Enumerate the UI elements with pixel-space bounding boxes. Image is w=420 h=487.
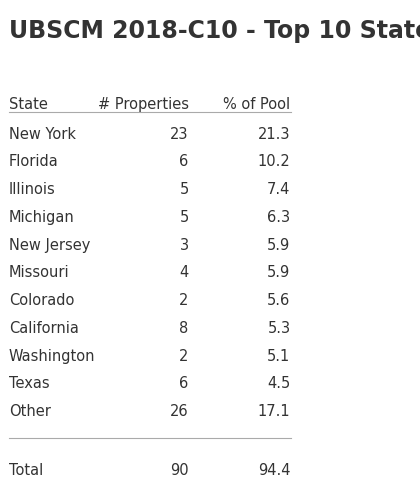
Text: 5.6: 5.6 bbox=[267, 293, 291, 308]
Text: 2: 2 bbox=[179, 349, 189, 364]
Text: 26: 26 bbox=[170, 404, 189, 419]
Text: Texas: Texas bbox=[9, 376, 50, 392]
Text: 17.1: 17.1 bbox=[258, 404, 291, 419]
Text: Michigan: Michigan bbox=[9, 210, 75, 225]
Text: 94.4: 94.4 bbox=[258, 463, 291, 478]
Text: 8: 8 bbox=[179, 321, 189, 336]
Text: 3: 3 bbox=[180, 238, 189, 253]
Text: Washington: Washington bbox=[9, 349, 95, 364]
Text: 23: 23 bbox=[170, 127, 189, 142]
Text: 6: 6 bbox=[179, 154, 189, 169]
Text: Colorado: Colorado bbox=[9, 293, 74, 308]
Text: 5: 5 bbox=[179, 210, 189, 225]
Text: 4.5: 4.5 bbox=[267, 376, 291, 392]
Text: 5.9: 5.9 bbox=[267, 265, 291, 281]
Text: 2: 2 bbox=[179, 293, 189, 308]
Text: 5.3: 5.3 bbox=[268, 321, 291, 336]
Text: UBSCM 2018-C10 - Top 10 States: UBSCM 2018-C10 - Top 10 States bbox=[9, 19, 420, 43]
Text: 6.3: 6.3 bbox=[268, 210, 291, 225]
Text: Illinois: Illinois bbox=[9, 182, 56, 197]
Text: 6: 6 bbox=[179, 376, 189, 392]
Text: New York: New York bbox=[9, 127, 76, 142]
Text: 21.3: 21.3 bbox=[258, 127, 291, 142]
Text: % of Pool: % of Pool bbox=[223, 97, 291, 112]
Text: 10.2: 10.2 bbox=[258, 154, 291, 169]
Text: 5.1: 5.1 bbox=[267, 349, 291, 364]
Text: Total: Total bbox=[9, 463, 43, 478]
Text: Missouri: Missouri bbox=[9, 265, 70, 281]
Text: Other: Other bbox=[9, 404, 51, 419]
Text: 4: 4 bbox=[179, 265, 189, 281]
Text: 5: 5 bbox=[179, 182, 189, 197]
Text: 5.9: 5.9 bbox=[267, 238, 291, 253]
Text: New Jersey: New Jersey bbox=[9, 238, 90, 253]
Text: # Properties: # Properties bbox=[98, 97, 189, 112]
Text: 90: 90 bbox=[170, 463, 189, 478]
Text: Florida: Florida bbox=[9, 154, 59, 169]
Text: 7.4: 7.4 bbox=[267, 182, 291, 197]
Text: State: State bbox=[9, 97, 48, 112]
Text: California: California bbox=[9, 321, 79, 336]
